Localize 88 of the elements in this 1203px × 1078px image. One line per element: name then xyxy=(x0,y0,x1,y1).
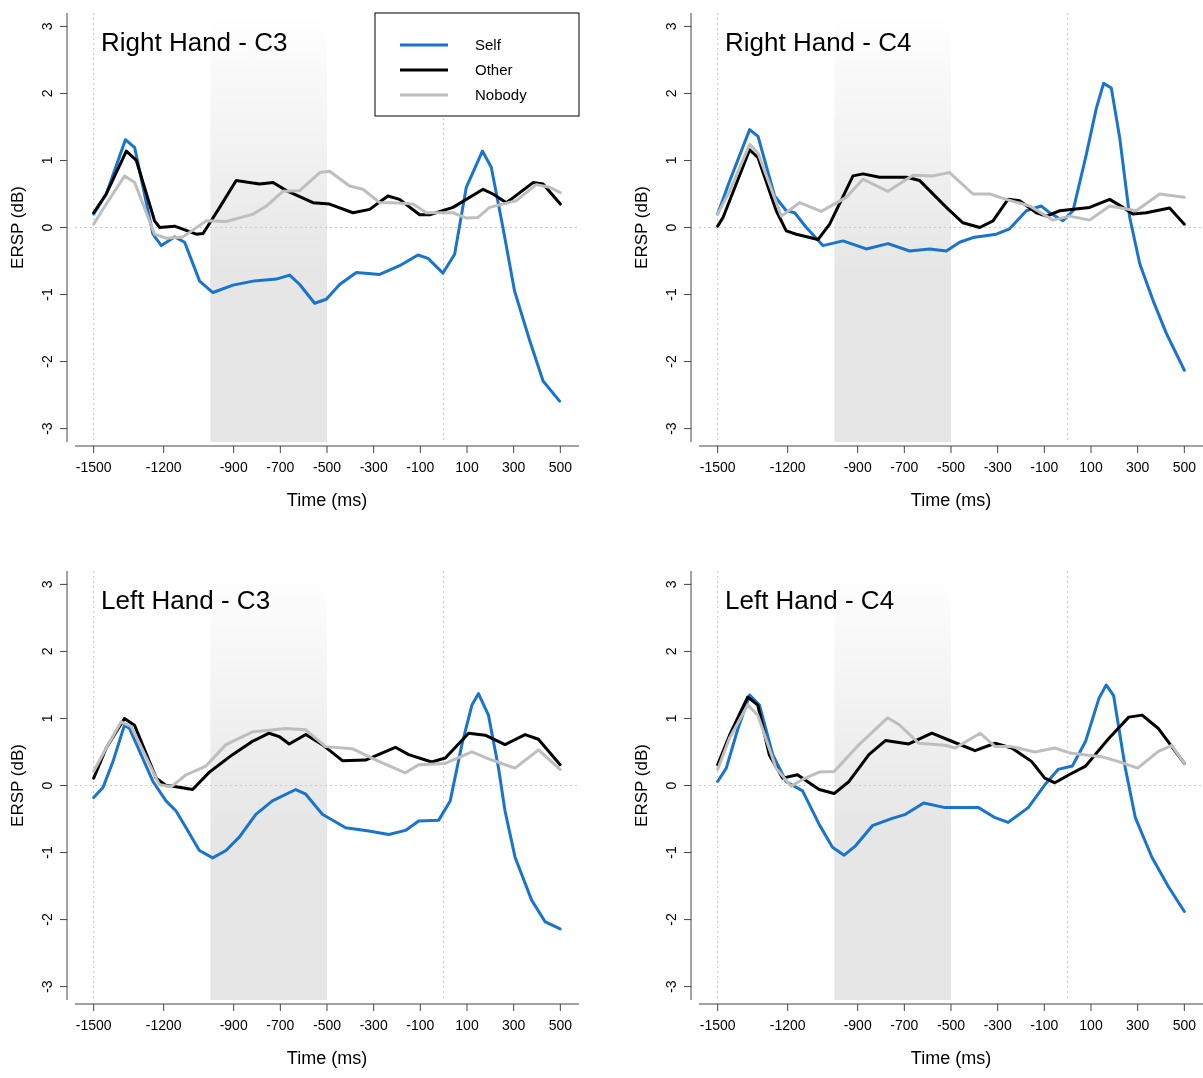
legend-label: Self xyxy=(475,36,502,53)
x-tick-label: -700 xyxy=(890,459,919,475)
legend-label: Nobody xyxy=(475,86,528,103)
x-tick-label: -1200 xyxy=(145,1017,182,1033)
y-tick-label: 3 xyxy=(38,22,55,31)
y-axis-title: ERSP (dB) xyxy=(632,186,651,269)
y-tick-label: 2 xyxy=(662,89,679,98)
x-tick-label: -900 xyxy=(219,459,248,475)
x-tick-label: -100 xyxy=(1030,459,1059,475)
y-tick-label: -1 xyxy=(38,846,55,859)
x-axis-title: Time (ms) xyxy=(910,490,992,510)
y-tick-label: 2 xyxy=(662,647,679,656)
x-tick-label: -700 xyxy=(890,1017,919,1033)
y-tick-label: -3 xyxy=(38,422,55,435)
x-tick-label: -500 xyxy=(312,459,342,475)
y-tick-label: -2 xyxy=(38,913,55,926)
y-tick-label: 1 xyxy=(38,714,55,723)
x-tick-label: -700 xyxy=(266,459,295,475)
x-tick-label: 500 xyxy=(548,459,573,475)
y-tick-label: -3 xyxy=(662,980,679,993)
x-tick-label: 500 xyxy=(1172,459,1197,475)
y-tick-label: 2 xyxy=(38,647,55,656)
x-tick-label: 300 xyxy=(1125,1017,1150,1033)
y-tick-label: 3 xyxy=(662,22,679,31)
x-tick-label: 100 xyxy=(455,459,479,475)
y-tick-label: -2 xyxy=(38,355,55,368)
x-tick-label: -900 xyxy=(219,1017,248,1033)
x-axis-title: Time (ms) xyxy=(910,1048,992,1068)
y-tick-label: 1 xyxy=(662,156,679,165)
text: Right Hand - C4 xyxy=(725,27,912,57)
line-series xyxy=(716,81,1186,372)
x-tick-label: 100 xyxy=(1079,1017,1103,1033)
y-axis-title: ERSP (dB) xyxy=(8,744,27,827)
y-tick-label: 3 xyxy=(662,580,679,589)
x-tick-label: -100 xyxy=(406,1017,435,1033)
y-axis-title: ERSP (dB) xyxy=(8,186,27,269)
legend-label: Other xyxy=(475,61,513,78)
y-tick-label: 0 xyxy=(662,223,679,232)
x-tick-label: 500 xyxy=(1172,1017,1197,1033)
y-tick-label: 0 xyxy=(38,781,55,790)
x-tick-label: -1500 xyxy=(75,1017,112,1033)
x-tick-label: -700 xyxy=(266,1017,295,1033)
x-tick-label: -100 xyxy=(406,459,435,475)
x-tick-label: -100 xyxy=(1030,1017,1059,1033)
y-tick-label: 1 xyxy=(38,156,55,165)
x-axis-title: Time (ms) xyxy=(286,490,368,510)
x-tick-label: 500 xyxy=(548,1017,573,1033)
y-tick-label: 3 xyxy=(38,580,55,589)
x-tick-label: 300 xyxy=(1125,459,1150,475)
y-tick-label: 0 xyxy=(662,781,679,790)
line-series xyxy=(716,683,1186,914)
x-tick-label: -300 xyxy=(983,1017,1012,1033)
x-tick-label: -300 xyxy=(359,459,388,475)
y-tick-label: -1 xyxy=(662,288,679,301)
x-tick-label: -1500 xyxy=(75,459,112,475)
line-series xyxy=(92,692,562,931)
x-tick-label: -1500 xyxy=(699,1017,736,1033)
x-tick-label: -500 xyxy=(312,1017,342,1033)
x-tick-label: -1500 xyxy=(699,459,736,475)
x-tick-label: 100 xyxy=(455,1017,479,1033)
y-axis-title: ERSP (dB) xyxy=(632,744,651,827)
text: Right Hand - C3 xyxy=(101,27,288,57)
y-tick-label: -3 xyxy=(38,980,55,993)
x-tick-label: -500 xyxy=(936,1017,966,1033)
text: Left Hand - C4 xyxy=(725,585,895,615)
x-tick-label: -900 xyxy=(843,459,872,475)
text: Left Hand - C3 xyxy=(101,585,271,615)
x-tick-label: -1200 xyxy=(769,459,806,475)
y-tick-label: 2 xyxy=(38,89,55,98)
x-tick-label: 100 xyxy=(1079,459,1103,475)
x-tick-label: -1200 xyxy=(145,459,182,475)
x-tick-label: -300 xyxy=(359,1017,388,1033)
y-tick-label: -2 xyxy=(662,913,679,926)
y-tick-label: -1 xyxy=(662,846,679,859)
y-tick-label: 1 xyxy=(662,714,679,723)
y-tick-label: -3 xyxy=(662,422,679,435)
x-tick-label: -900 xyxy=(843,1017,872,1033)
x-tick-label: -1200 xyxy=(769,1017,806,1033)
y-tick-label: -1 xyxy=(38,288,55,301)
x-axis-title: Time (ms) xyxy=(286,1048,368,1068)
x-tick-label: -500 xyxy=(936,459,966,475)
line-series xyxy=(716,148,1186,242)
y-tick-label: -2 xyxy=(662,355,679,368)
line-series xyxy=(92,149,562,236)
y-tick-label: 0 xyxy=(38,223,55,232)
x-tick-label: 300 xyxy=(501,1017,526,1033)
x-tick-label: 300 xyxy=(501,459,526,475)
x-tick-label: -300 xyxy=(983,459,1012,475)
